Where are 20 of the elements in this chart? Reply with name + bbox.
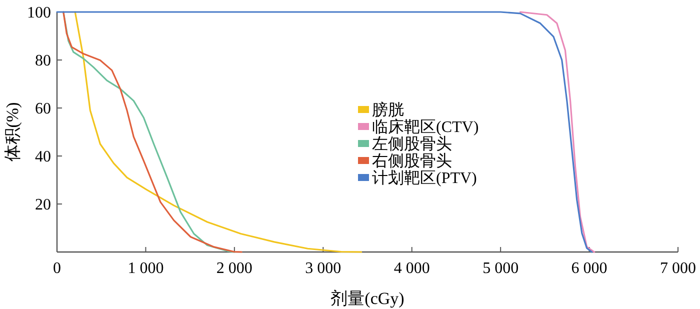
x-tick-label: 3 000 — [305, 260, 342, 277]
x-axis-title: 剂量(cGy) — [330, 289, 404, 308]
x-tick-label: 0 — [53, 260, 61, 277]
y-tick-label: 100 — [27, 4, 51, 22]
legend-label: 右侧股骨头 — [372, 152, 452, 170]
x-tick-label: 4 000 — [394, 260, 430, 277]
y-tick-label: 60 — [35, 100, 51, 118]
y-tick-label: 80 — [35, 52, 51, 70]
y-tick-label: 20 — [35, 196, 51, 214]
y-tick-label: 40 — [35, 148, 51, 166]
legend-label: 左侧股骨头 — [372, 135, 452, 153]
x-tick-label: 5 000 — [482, 260, 519, 277]
legend-label: 计划靶区(PTV) — [372, 169, 477, 187]
y-axis-title: 体积(%) — [3, 102, 22, 162]
x-tick-label: 7 000 — [660, 260, 696, 277]
legend-label: 临床靶区(CTV) — [372, 118, 479, 136]
x-tick-label: 6 000 — [571, 260, 608, 277]
x-tick-label: 2 000 — [216, 260, 252, 277]
x-tick-label: 1 000 — [128, 260, 164, 277]
legend-label: 膀胱 — [372, 101, 404, 119]
